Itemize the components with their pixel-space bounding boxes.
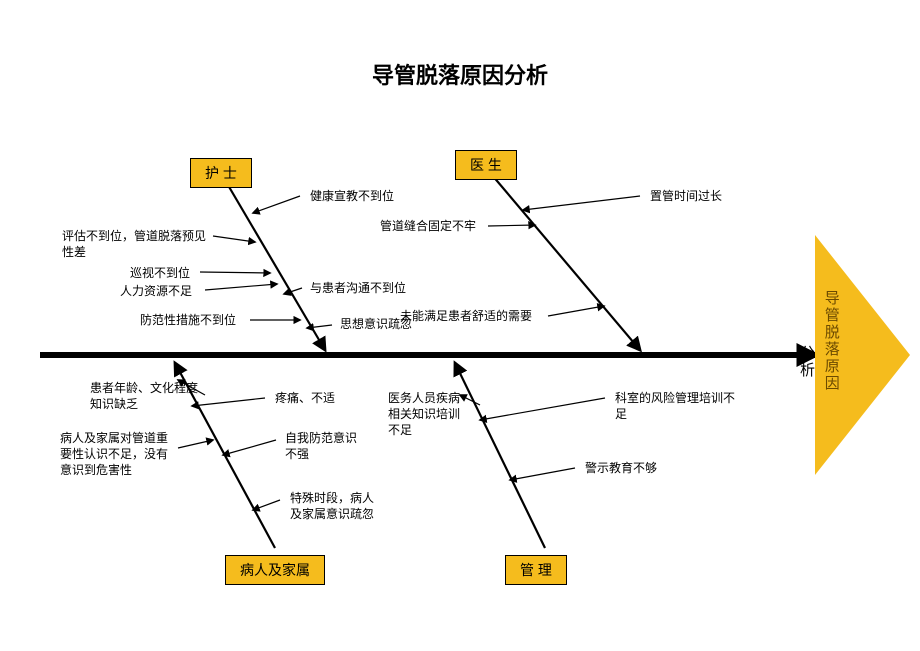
cause-label: 未能满足患者舒适的需要 bbox=[400, 308, 532, 324]
cause-label: 与患者沟通不到位 bbox=[310, 280, 406, 296]
cause-label: 特殊时段，病人 及家属意识疏忽 bbox=[290, 490, 374, 522]
cause-label: 管道缝合固定不牢 bbox=[380, 218, 476, 234]
fishbone-canvas bbox=[0, 0, 920, 651]
category-nurse: 护 士 bbox=[190, 158, 252, 188]
category-mgmt: 管 理 bbox=[505, 555, 567, 585]
cause-label: 健康宣教不到位 bbox=[310, 188, 394, 204]
cause-label: 患者年龄、文化程度 知识缺乏 bbox=[90, 380, 198, 412]
category-doctor: 医 生 bbox=[455, 150, 517, 180]
cause-label: 病人及家属对管道重 要性认识不足，没有 意识到危害性 bbox=[60, 430, 168, 479]
cause-label: 科室的风险管理培训不 足 bbox=[615, 390, 735, 422]
fish-head-label: 导管脱落原因 bbox=[823, 290, 839, 392]
analysis-side-label: 分析 bbox=[796, 345, 817, 379]
cause-label: 评估不到位，管道脱落预见 性差 bbox=[62, 228, 206, 260]
cause-label: 医务人员疾病 相关知识培训 不足 bbox=[388, 390, 460, 439]
cause-label: 疼痛、不适 bbox=[275, 390, 335, 406]
cause-label: 自我防范意识 不强 bbox=[285, 430, 357, 462]
category-patient: 病人及家属 bbox=[225, 555, 325, 585]
cause-label: 防范性措施不到位 bbox=[140, 312, 236, 328]
cause-label: 人力资源不足 bbox=[120, 283, 192, 299]
cause-label: 巡视不到位 bbox=[130, 265, 190, 281]
cause-label: 警示教育不够 bbox=[585, 460, 657, 476]
cause-label: 置管时间过长 bbox=[650, 188, 722, 204]
